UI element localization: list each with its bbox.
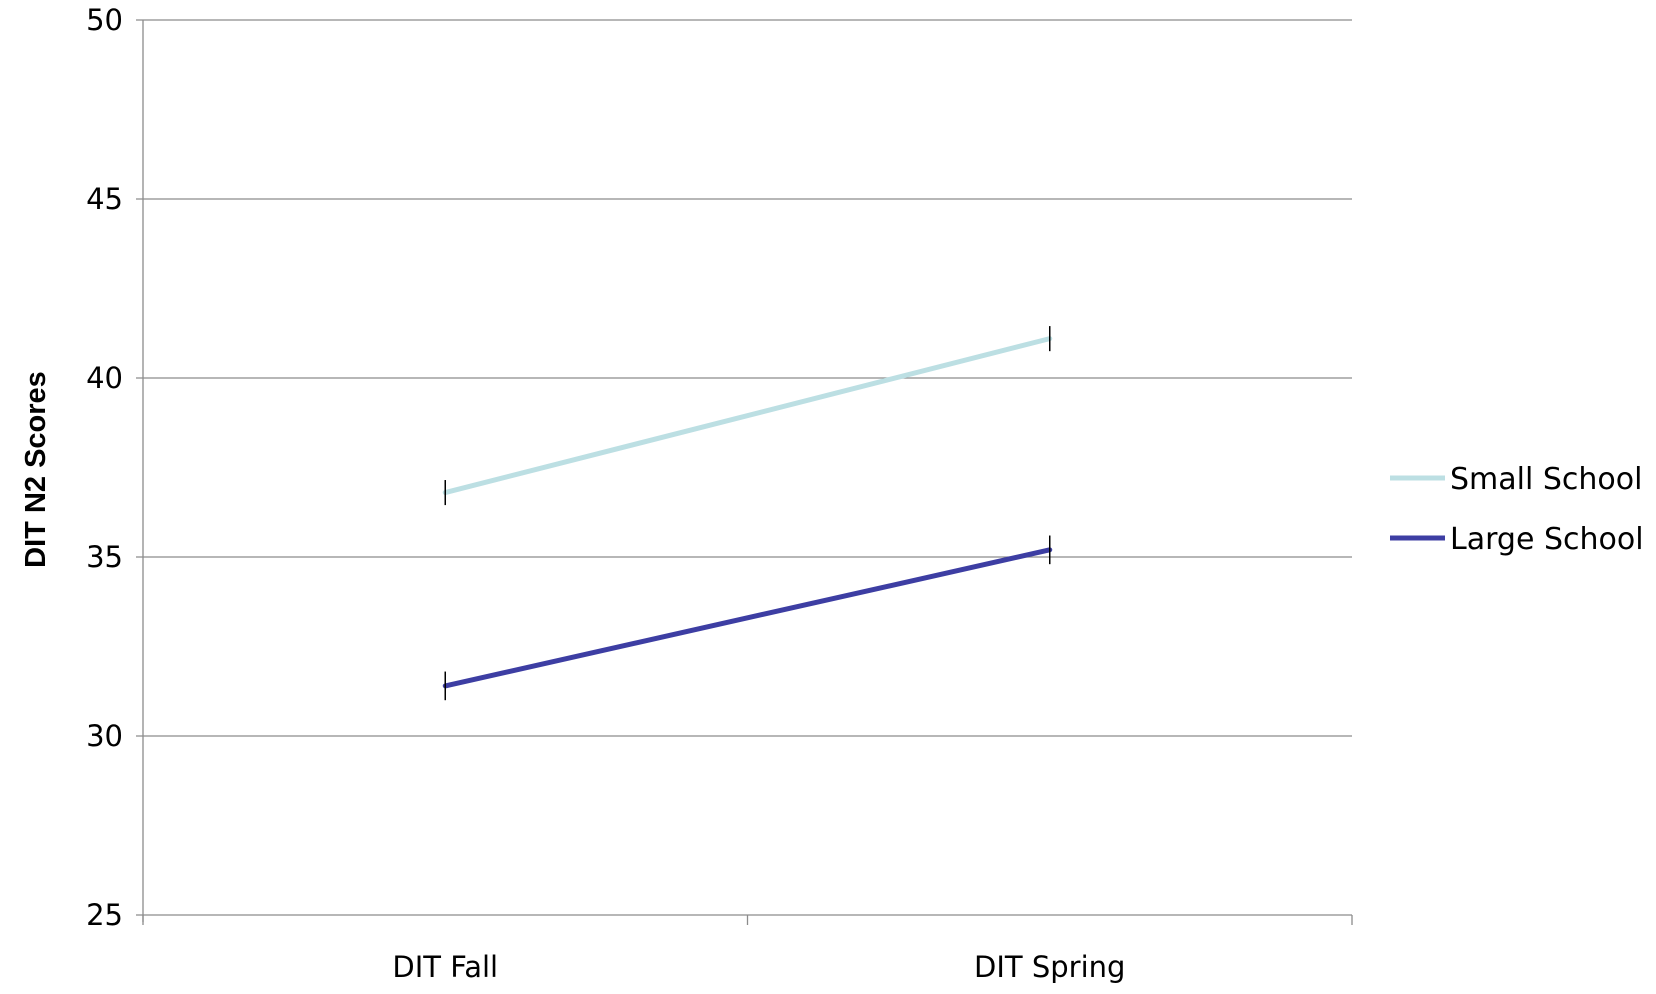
- legend: Small School Large School: [1390, 462, 1644, 557]
- y-tick-label: 30: [86, 719, 123, 753]
- x-tick-label: DIT Spring: [974, 950, 1125, 984]
- series-line: [442, 336, 1053, 496]
- error-bars: [444, 326, 1051, 701]
- gridlines: [136, 19, 1352, 916]
- x-tick-label: DIT Fall: [392, 950, 498, 984]
- y-axis-title: DIT N2 Scores: [20, 371, 52, 568]
- y-tick-label: 50: [86, 3, 123, 37]
- legend-label: Large School: [1450, 522, 1644, 557]
- y-tick-label: 35: [86, 540, 123, 574]
- series-lines: [442, 336, 1053, 689]
- legend-label: Small School: [1450, 462, 1642, 497]
- y-tick-labels: 25 30 35 40 45 50: [86, 3, 123, 932]
- y-tick-label: 40: [86, 361, 123, 395]
- y-tick-label: 25: [86, 898, 123, 932]
- y-tick-label: 45: [86, 182, 123, 216]
- series-line: [442, 547, 1053, 689]
- x-tick-labels: DIT Fall DIT Spring: [392, 950, 1125, 984]
- axes: [142, 20, 1353, 925]
